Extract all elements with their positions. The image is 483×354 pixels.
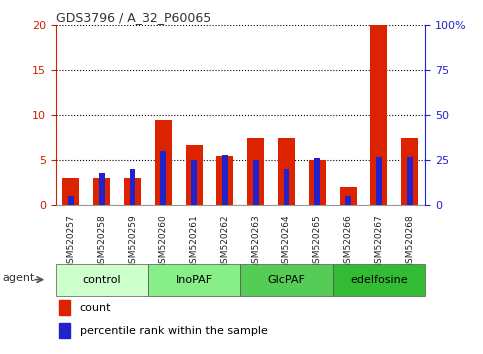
Text: edelfosine: edelfosine (350, 275, 408, 285)
Bar (278, 138, 295, 205)
Bar (314, 158, 320, 205)
Bar (185, 145, 202, 205)
Bar (247, 138, 264, 205)
Bar (129, 169, 136, 205)
Text: control: control (83, 275, 121, 285)
Bar (68, 196, 74, 205)
Bar (59, 323, 71, 338)
Text: GSM520257: GSM520257 (67, 214, 75, 269)
Bar (345, 196, 351, 205)
Bar (216, 156, 233, 205)
Text: GSM520265: GSM520265 (313, 214, 322, 269)
Bar (148, 264, 241, 296)
Bar (160, 151, 166, 205)
Text: GSM520262: GSM520262 (220, 214, 229, 269)
Bar (59, 300, 71, 315)
Bar (284, 169, 289, 205)
Text: GSM520261: GSM520261 (190, 214, 199, 269)
Text: GDS3796 / A_32_P60065: GDS3796 / A_32_P60065 (56, 11, 211, 24)
Bar (241, 264, 333, 296)
Bar (155, 120, 172, 205)
Text: GSM520259: GSM520259 (128, 214, 137, 269)
Text: GlcPAF: GlcPAF (268, 275, 305, 285)
Bar (124, 178, 141, 205)
Text: percentile rank within the sample: percentile rank within the sample (80, 326, 268, 336)
Text: GSM520264: GSM520264 (282, 214, 291, 269)
Text: GSM520258: GSM520258 (97, 214, 106, 269)
Text: GSM520260: GSM520260 (159, 214, 168, 269)
Text: InoPAF: InoPAF (175, 275, 213, 285)
Text: agent: agent (3, 273, 35, 283)
Bar (370, 25, 387, 205)
Text: GSM520268: GSM520268 (405, 214, 414, 269)
Bar (56, 264, 148, 296)
Bar (333, 264, 425, 296)
Bar (62, 178, 79, 205)
Text: GSM520263: GSM520263 (251, 214, 260, 269)
Bar (99, 173, 105, 205)
Bar (253, 160, 259, 205)
Bar (93, 178, 110, 205)
Bar (309, 160, 326, 205)
Bar (191, 160, 197, 205)
Bar (222, 155, 228, 205)
Bar (407, 156, 412, 205)
Bar (401, 138, 418, 205)
Text: count: count (80, 303, 111, 313)
Bar (340, 187, 356, 205)
Bar (376, 156, 382, 205)
Text: GSM520266: GSM520266 (343, 214, 353, 269)
Text: GSM520267: GSM520267 (374, 214, 384, 269)
